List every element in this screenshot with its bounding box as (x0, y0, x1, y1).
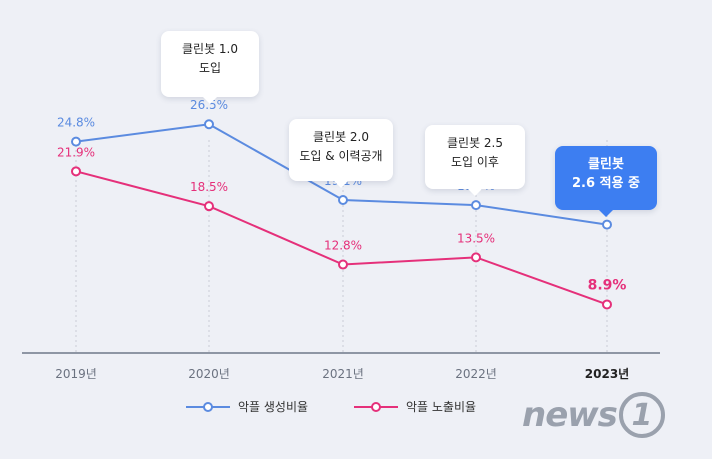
data-point-1-3 (471, 252, 481, 263)
data-label-0-0: 24.8% (57, 116, 95, 130)
annotation-2023-line2: 2.6 적용 중 (572, 176, 640, 191)
annotation-2021-line1: 클린봇 2.0 (312, 130, 370, 144)
data-point-0-4 (602, 219, 612, 230)
legend-label-series-1: 악플 생성비율 (238, 400, 309, 414)
annotation-2021-line2: 도입 & 이력공개 (299, 149, 383, 163)
news1-logo-text: news (522, 395, 618, 435)
annotation-2022: 클린봇 2.5 도입 이후 (425, 125, 525, 196)
legend-item-series-2: 악플 노출비율 (354, 398, 476, 415)
data-point-1-4 (602, 299, 612, 310)
annotation-2020: 클린봇 1.0 도입 (161, 31, 259, 104)
x-tick-label-1: 2020년 (188, 367, 230, 381)
annotation-2022-line2: 도입 이후 (451, 155, 499, 169)
data-point-1-2 (338, 259, 348, 270)
data-label-1-4: 8.9% (588, 277, 627, 293)
news1-logo: news 1 (522, 392, 665, 438)
data-point-0-0 (71, 136, 81, 147)
x-tick-label-3: 2022년 (455, 367, 497, 381)
news1-logo-badge: 1 (618, 392, 665, 438)
x-tick-label-0: 2019년 (55, 367, 97, 381)
data-point-1-0 (71, 166, 81, 177)
data-label-1-3: 13.5% (457, 231, 495, 245)
annotation-2021: 클린봇 2.0 도입 & 이력공개 (289, 119, 393, 188)
x-tick-label-2: 2021년 (322, 367, 364, 381)
data-label-1-2: 12.8% (324, 239, 362, 253)
legend-item-series-1: 악플 생성비율 (186, 398, 308, 415)
data-label-0-1: 26.5% (190, 98, 228, 112)
annotation-2022-line1: 클린봇 2.5 (446, 136, 504, 150)
data-point-0-1 (204, 119, 214, 130)
annotation-2020-line1: 클린봇 1.0 (181, 42, 239, 56)
annotation-2023-line1: 클린봇 (588, 157, 624, 172)
data-label-1-0: 21.9% (57, 145, 95, 159)
annotation-2020-line2: 도입 (198, 61, 222, 75)
data-point-0-2 (338, 195, 348, 206)
data-label-1-1: 18.5% (190, 180, 228, 194)
data-point-1-1 (204, 201, 214, 212)
legend-label-series-2: 악플 노출비율 (406, 400, 477, 414)
legend-swatch-pink (354, 401, 398, 412)
annotation-2023: 클린봇 2.6 적용 중 (555, 146, 657, 217)
legend-swatch-blue (186, 401, 230, 412)
data-point-0-3 (471, 200, 481, 211)
x-tick-label-4: 2023년 (585, 367, 629, 381)
